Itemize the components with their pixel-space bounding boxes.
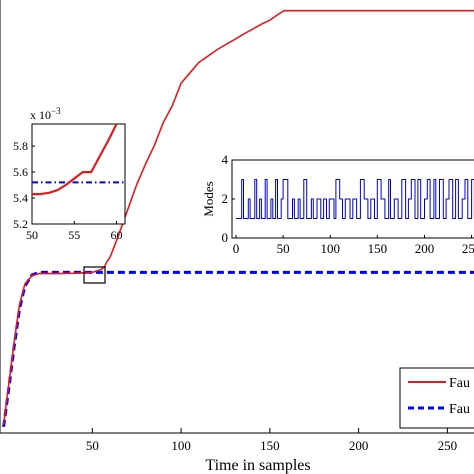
zoom-y-tick-label: 5.6: [13, 165, 28, 179]
modes-step-line: [236, 179, 474, 219]
modes-inset-ticks: 0 50 100 150 200 250 0 2 4: [222, 152, 474, 256]
zoom-x-tick-label: 60: [111, 228, 123, 242]
zoom-inset-scale-base: x 10: [30, 108, 51, 122]
modes-x-tick-label: 50: [277, 241, 290, 256]
zoom-y-tick-label: 5.8: [13, 139, 28, 153]
zoom-x-tick-label: 55: [68, 228, 80, 242]
modes-x-tick-label: 150: [368, 241, 388, 256]
modes-x-tick-label: 250: [462, 241, 474, 256]
zoom-y-tick-label: 5.4: [13, 191, 28, 205]
main-x-tick-label: 100: [171, 438, 191, 453]
zoom-x-tick-label: 50: [26, 228, 38, 242]
zoom-inset-ticks: 50 55 60 5.2 5.4 5.6 5.8: [13, 139, 123, 242]
modes-inset-ylabel: Modes: [201, 181, 216, 216]
zoom-inset-series: [32, 123, 125, 196]
main-x-tick-label: 250: [438, 438, 458, 453]
main-x-tick-label: 150: [260, 438, 280, 453]
legend-box: [399, 367, 474, 429]
modes-x-tick-label: 200: [415, 241, 435, 256]
modes-x-tick-label: 100: [320, 241, 340, 256]
series-line-red: [2, 9, 474, 425]
modes-inset: Modes 0 50 100 150 200 250 0 2 4: [201, 152, 474, 256]
main-x-ticks: 50 100 150 200 250: [86, 428, 457, 453]
legend-entry-2: Fau: [449, 402, 470, 417]
main-x-tick-label: 200: [349, 438, 369, 453]
modes-y-tick-label: 2: [222, 191, 229, 206]
zoom-series-red: [32, 123, 118, 196]
zoom-region-box: [83, 266, 106, 284]
main-axes-frame: [0, 0, 474, 434]
modes-inset-series: [236, 179, 474, 219]
modes-y-tick-label: 0: [222, 230, 229, 245]
main-x-tick-label: 50: [86, 438, 99, 453]
zoom-inset-scale-exponent: −3: [51, 106, 61, 116]
legend: Fau Fau: [399, 367, 474, 429]
modes-x-tick-label: 0: [233, 241, 240, 256]
modes-y-tick-label: 4: [222, 152, 229, 167]
x-axis-label: Time in samples: [205, 457, 310, 474]
legend-entry-1: Fau: [449, 376, 470, 391]
main-series-layer: [2, 9, 474, 428]
zoom-inset-scale-label: x 10−3: [30, 106, 61, 122]
zoom-y-tick-label: 5.2: [13, 217, 28, 231]
zoom-inset: x 10−3 50 55 60 5.2 5.4 5.6 5.8: [13, 106, 126, 242]
